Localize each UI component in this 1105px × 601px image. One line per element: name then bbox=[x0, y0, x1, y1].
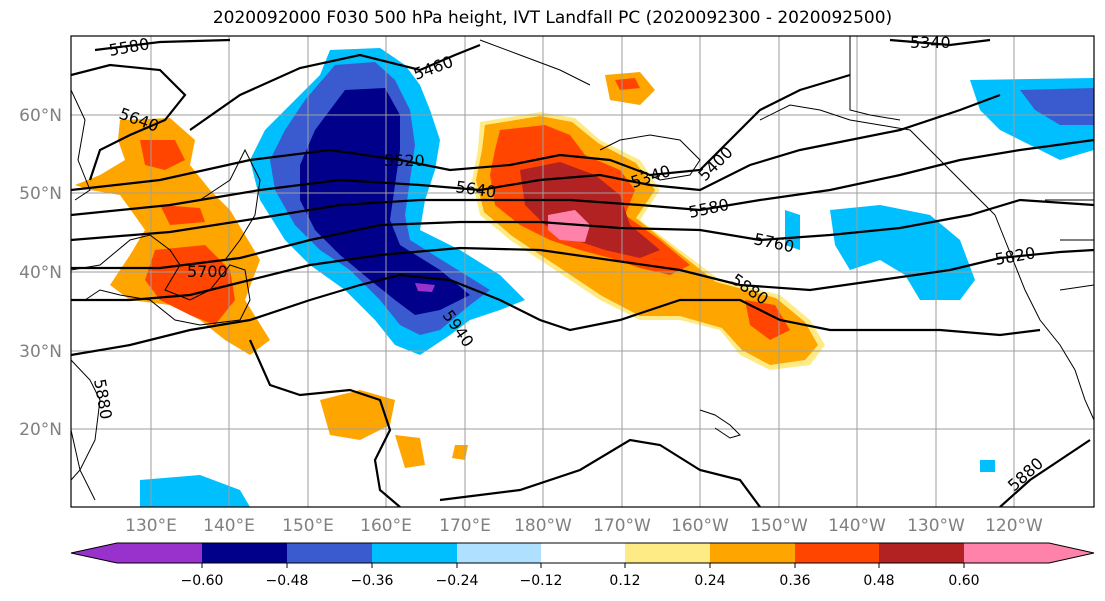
colorbar-segment bbox=[287, 543, 372, 563]
coastlines bbox=[71, 36, 1094, 501]
contour-label: 5520 bbox=[384, 151, 425, 170]
colorbar-segment bbox=[625, 543, 710, 563]
colorbar-segment bbox=[457, 543, 541, 563]
colorbar-segment bbox=[541, 543, 625, 563]
lat-label: 20°N bbox=[19, 420, 62, 440]
colorbar-tick-label: −0.24 bbox=[436, 573, 479, 589]
colorbar-tick-label: 0.60 bbox=[948, 573, 979, 589]
colorbar-segment bbox=[795, 543, 879, 563]
lon-label: 140°E bbox=[203, 516, 255, 536]
contour-label: 5580 bbox=[107, 34, 150, 60]
colorbar-tick-label: −0.36 bbox=[351, 573, 394, 589]
lat-label: 50°N bbox=[19, 184, 62, 204]
contour-label: 5700 bbox=[187, 262, 228, 281]
colorbar: −0.60 −0.48 −0.36 −0.24 −0.12 0.12 0.24 … bbox=[70, 542, 1095, 589]
colorbar-tick-label: 0.12 bbox=[609, 573, 640, 589]
lon-label: 130°W bbox=[907, 516, 965, 536]
colorbar-tick-label: −0.60 bbox=[181, 573, 224, 589]
colorbar-segment bbox=[202, 543, 287, 563]
colorbar-tick-label: −0.12 bbox=[520, 573, 563, 589]
height-contours bbox=[71, 38, 1094, 507]
lon-label: 160°W bbox=[671, 516, 729, 536]
gridlines bbox=[71, 36, 1094, 507]
colorbar-tick-label: 0.36 bbox=[779, 573, 810, 589]
colorbar-tick-label: 0.24 bbox=[694, 573, 725, 589]
lat-label: 40°N bbox=[19, 263, 62, 283]
colorbar-segment bbox=[372, 543, 457, 563]
colorbar-outline bbox=[70, 542, 1095, 564]
lon-label: 170°E bbox=[439, 516, 491, 536]
longitude-labels: 130°E 140°E 150°E 160°E 170°E 180°W 170°… bbox=[125, 516, 1043, 536]
lon-label: 130°E bbox=[125, 516, 177, 536]
colorbar-segment bbox=[71, 543, 202, 563]
map-panel: 5580 5640 5460 5520 5640 5340 5400 5580 … bbox=[71, 33, 1094, 507]
lon-label: 180°W bbox=[514, 516, 572, 536]
lon-label: 120°W bbox=[985, 516, 1043, 536]
map-border bbox=[70, 35, 1095, 508]
colorbar-tick-label: 0.48 bbox=[863, 573, 894, 589]
lat-label: 30°N bbox=[19, 342, 62, 362]
ivt-positive-region bbox=[75, 72, 825, 468]
colorbar-segment bbox=[964, 543, 1094, 563]
colorbar-ticks bbox=[201, 563, 965, 568]
chart-title: 2020092000 F030 500 hPa height, IVT Land… bbox=[212, 8, 893, 28]
lon-label: 140°W bbox=[828, 516, 886, 536]
colorbar-segment bbox=[879, 543, 964, 563]
contour-label: 5340 bbox=[910, 33, 951, 52]
lon-label: 160°E bbox=[360, 516, 412, 536]
lat-label: 60°N bbox=[19, 106, 62, 126]
colorbar-tick-label: −0.48 bbox=[266, 573, 309, 589]
colorbar-segment bbox=[710, 543, 795, 563]
lon-label: 170°W bbox=[593, 516, 651, 536]
latitude-labels: 60°N 50°N 40°N 30°N 20°N bbox=[19, 106, 62, 440]
lon-label: 150°E bbox=[282, 516, 334, 536]
lon-label: 150°W bbox=[750, 516, 808, 536]
